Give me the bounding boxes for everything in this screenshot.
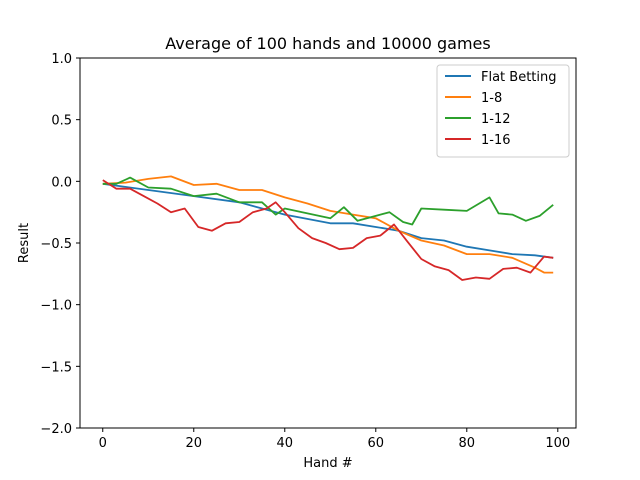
plot-area	[102, 175, 554, 281]
legend-label: 1-12	[481, 112, 511, 127]
x-axis-label: Hand #	[303, 456, 352, 471]
y-tick-label: −0.5	[40, 237, 72, 252]
series-line-3	[102, 179, 554, 281]
x-tick-label: 40	[276, 436, 293, 451]
x-tick-label: 20	[185, 436, 202, 451]
legend-label: Flat Betting	[481, 70, 557, 85]
x-axis: 0 20 40 60 80 100	[99, 428, 570, 451]
y-tick-label: 0.0	[51, 175, 72, 190]
series-line-1	[102, 175, 554, 274]
legend-label: 1-16	[481, 133, 511, 148]
y-tick-label: −1.5	[40, 360, 72, 375]
series-line-2	[102, 176, 554, 226]
y-axis: −2.0 −1.5 −1.0 −0.5 0.0 0.5 1.0	[40, 52, 80, 437]
series-line-0	[102, 182, 554, 259]
legend: Flat Betting 1-8 1-12 1-16	[436, 64, 570, 158]
chart-title: Average of 100 hands and 10000 games	[165, 34, 490, 53]
y-tick-label: 0.5	[51, 114, 72, 129]
y-tick-label: −2.0	[40, 422, 72, 437]
legend-box	[436, 64, 570, 158]
y-tick-label: 1.0	[51, 52, 72, 67]
x-tick-label: 100	[545, 436, 570, 451]
x-tick-label: 60	[368, 436, 385, 451]
x-tick-label: 80	[459, 436, 476, 451]
legend-label: 1-8	[481, 91, 502, 106]
y-tick-label: −1.0	[40, 299, 72, 314]
y-axis-label: Result	[17, 223, 32, 263]
x-tick-label: 0	[99, 436, 107, 451]
